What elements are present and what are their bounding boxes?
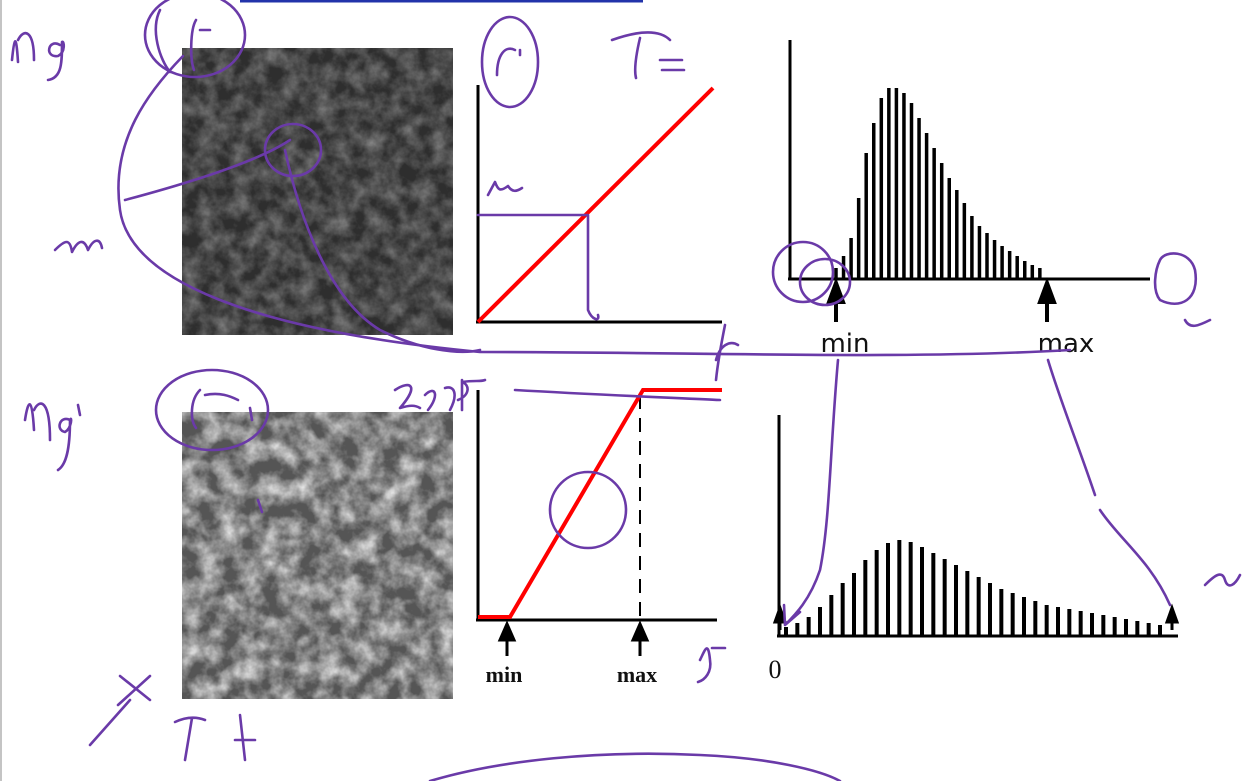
histogram-bar	[897, 540, 902, 635]
histogram-bar	[1158, 625, 1162, 635]
histogram-bar	[852, 573, 856, 635]
histogram-bar	[1023, 261, 1027, 278]
histogram-bar	[1101, 615, 1106, 635]
bottom-hist-arrows	[772, 603, 1180, 630]
stretch-min: min	[486, 662, 523, 687]
top-bars	[834, 88, 1042, 278]
histogram-bar	[856, 198, 861, 278]
histogram-bar	[1090, 613, 1094, 635]
histogram-bar	[962, 203, 967, 278]
histogram-bar	[977, 226, 982, 278]
histogram-bar	[872, 123, 876, 278]
histogram-bar	[932, 148, 936, 278]
identity-axes	[476, 85, 722, 324]
histogram-bar	[999, 589, 1004, 635]
histogram-bar	[879, 98, 884, 278]
histogram-bar	[849, 238, 853, 278]
histogram-bar	[1030, 265, 1035, 278]
histogram-bar	[976, 577, 981, 635]
histogram-bar	[818, 607, 822, 635]
stretch-max: max	[617, 662, 657, 687]
histogram-bar	[1038, 268, 1042, 278]
top-hist-axes	[788, 40, 1150, 281]
identity-curve	[476, 86, 715, 324]
histogram-bar	[834, 268, 838, 278]
histogram-bar	[902, 93, 906, 278]
histogram-bar	[1010, 593, 1015, 635]
histogram-bar	[806, 617, 811, 635]
histogram-bar	[1015, 256, 1019, 278]
stretch-curve	[478, 388, 722, 619]
histogram-bar	[1135, 621, 1140, 635]
top-hist-arrows	[826, 277, 1057, 322]
histogram-bar	[1067, 609, 1072, 635]
histogram-bar	[784, 627, 788, 635]
original-image-texture	[182, 48, 453, 335]
histogram-bar	[795, 623, 800, 635]
histogram-bar	[887, 88, 891, 278]
histogram-bar	[829, 595, 834, 635]
top-max: max	[1038, 329, 1095, 359]
histogram-bar	[985, 233, 989, 278]
histogram-bar	[1033, 601, 1038, 635]
histogram-bar	[1007, 251, 1012, 278]
histogram-bar	[988, 583, 992, 635]
histogram-bar	[1146, 623, 1151, 635]
histogram-bar	[864, 153, 868, 278]
histogram-bar	[939, 163, 944, 278]
histogram-bar	[917, 118, 921, 278]
histogram-bar	[965, 571, 970, 635]
handwriting	[10, 0, 1242, 781]
histogram-bar	[863, 560, 868, 635]
histogram-bar	[1022, 597, 1026, 635]
histogram-bar	[924, 133, 929, 278]
histogram-bar	[955, 190, 959, 278]
histogram-bar	[886, 543, 890, 635]
bottom-bars	[784, 540, 1162, 635]
histogram-bar	[1124, 619, 1128, 635]
histogram-bar	[908, 542, 913, 635]
histogram-bar	[1078, 611, 1083, 635]
histogram-bar	[1044, 605, 1049, 635]
histogram-bar	[954, 565, 958, 635]
histogram-bar	[947, 178, 951, 278]
stretch-arrows	[497, 620, 650, 656]
histogram-bar	[970, 216, 974, 278]
stretch-axes	[476, 390, 717, 622]
histogram-bar	[1056, 607, 1060, 635]
histogram-bar	[931, 553, 936, 635]
histogram-bar	[992, 240, 997, 278]
histogram-bar	[1112, 617, 1117, 635]
zero-label: 0	[769, 655, 782, 684]
histogram-bar	[1000, 246, 1004, 278]
histogram-bar	[894, 88, 899, 278]
bottom-hist-axes	[777, 415, 1178, 638]
histogram-bar	[920, 547, 924, 635]
histogram-bar	[840, 583, 845, 635]
histogram-bar	[909, 103, 914, 278]
histogram-bar	[942, 559, 947, 635]
stretched-image-texture	[182, 412, 453, 699]
histogram-bar	[874, 550, 879, 635]
